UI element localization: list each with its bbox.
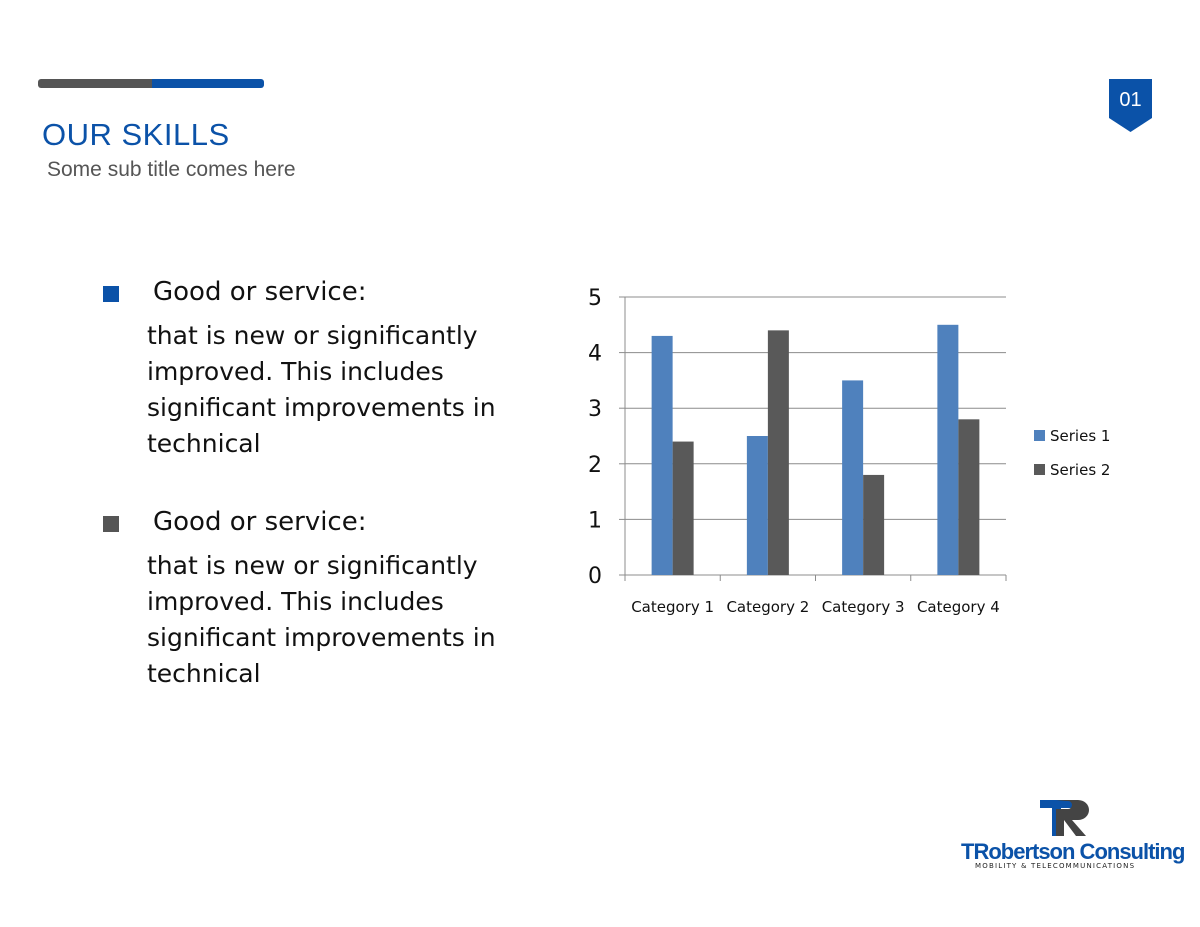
- legend-swatch: [1034, 430, 1045, 441]
- y-tick-label: 5: [588, 286, 602, 311]
- legend-swatch: [1034, 464, 1045, 475]
- bar-series-1: [651, 335, 673, 575]
- y-tick-label: 4: [588, 342, 602, 367]
- bar-series-2: [958, 419, 980, 575]
- logo-tagline: MOBILITY & TELECOMMUNICATIONS: [975, 862, 1136, 870]
- bar-series-2: [863, 474, 885, 575]
- accent-bar-blue: [152, 79, 264, 88]
- bullet-heading: Good or service:: [153, 507, 367, 537]
- page-subtitle: Some sub title comes here: [47, 158, 296, 181]
- badge-shape: [1109, 79, 1152, 132]
- logo-name: TRobertson Consulting: [961, 839, 1185, 864]
- tr-monogram-icon: [1040, 800, 1089, 836]
- square-bullet-icon: [103, 286, 119, 302]
- bar-series-2: [767, 330, 789, 575]
- y-tick-label: 0: [588, 564, 602, 589]
- bar-series-1: [746, 436, 768, 575]
- y-tick-label: 2: [588, 453, 602, 478]
- legend-label: Series 1: [1050, 427, 1110, 445]
- bullet-body: that is new or significantly improved. T…: [147, 551, 496, 688]
- bar-series-1: [937, 324, 959, 575]
- page-number: 01: [1119, 89, 1142, 111]
- y-tick-label: 1: [588, 508, 602, 533]
- x-tick-label: Category 4: [917, 598, 1000, 616]
- company-logo: TRobertson Consulting MOBILITY & TELECOM…: [955, 795, 1185, 875]
- y-tick-label: 3: [588, 397, 602, 422]
- bullet-body: that is new or significantly improved. T…: [147, 321, 496, 458]
- x-tick-label: Category 1: [631, 598, 714, 616]
- bar-series-2: [672, 441, 694, 575]
- page-number-badge: 01: [1109, 79, 1152, 132]
- bullet-heading: Good or service:: [153, 277, 367, 307]
- square-bullet-icon: [103, 516, 119, 532]
- page-title: OUR SKILLS: [42, 117, 230, 152]
- x-tick-label: Category 3: [822, 598, 905, 616]
- bar-chart: 0 1 2 3 4 5 Category 1 Category 2 Category 3 Cate…: [588, 286, 1110, 616]
- bar-series-1: [842, 380, 864, 575]
- accent-bar-gray: [38, 79, 152, 88]
- legend-label: Series 2: [1050, 461, 1110, 479]
- x-tick-label: Category 2: [726, 598, 809, 616]
